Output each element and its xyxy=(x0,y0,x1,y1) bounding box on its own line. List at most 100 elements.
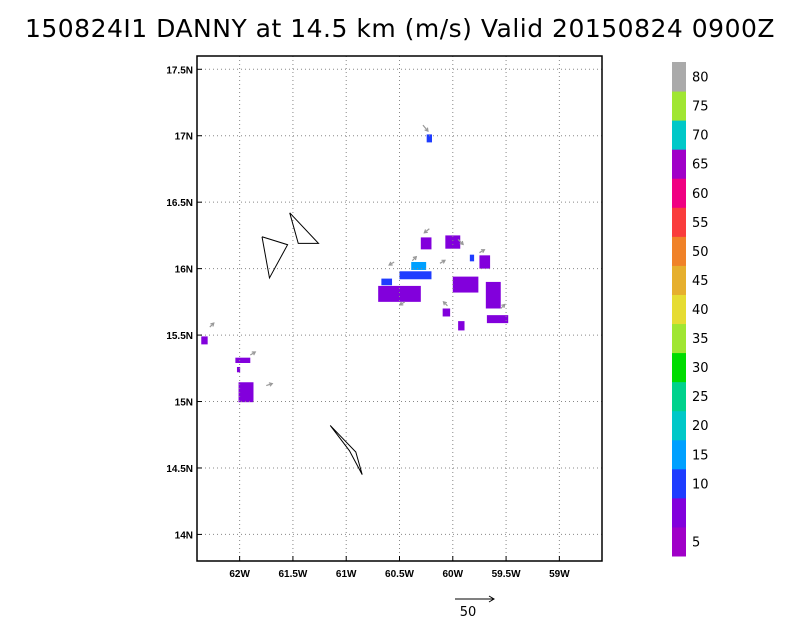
wind-vector xyxy=(442,301,448,307)
colorbar-label: 80 xyxy=(692,71,709,86)
reference-arrow-head xyxy=(488,595,495,603)
colorbar-swatch xyxy=(672,62,686,92)
coastlines xyxy=(261,212,363,475)
wind-vector-head xyxy=(398,301,404,306)
wind-vector-head xyxy=(412,255,418,261)
y-tick-label: 16N xyxy=(175,265,193,276)
wind-cell xyxy=(452,276,479,293)
colorbar-label: 20 xyxy=(692,419,709,434)
colorbar-label: 15 xyxy=(692,448,709,463)
x-axis-ticks: 62W 61.5W 61W 60.5W 60W 59.5W 59W xyxy=(229,556,570,580)
y-tick-label: 15.5N xyxy=(166,331,193,342)
lat-lon-grid xyxy=(197,56,602,561)
wind-vector xyxy=(249,351,257,356)
colorbar-swatch xyxy=(672,468,686,499)
colorbar-swatch xyxy=(672,120,686,150)
colorbar-swatch xyxy=(672,91,686,121)
wind-vector xyxy=(411,255,418,262)
x-tick-label: 62W xyxy=(229,569,250,580)
wind-vector-shaft xyxy=(422,124,429,132)
wind-cell xyxy=(236,366,241,373)
x-tick-label: 59W xyxy=(549,569,570,580)
wind-cell xyxy=(486,315,509,324)
wind-cell xyxy=(378,285,421,302)
colorbar-swatch xyxy=(672,207,686,237)
colorbar-swatch xyxy=(672,294,686,325)
wind-vector-head xyxy=(459,240,464,246)
x-tick-label: 59.5W xyxy=(492,569,521,580)
x-tick-label: 60W xyxy=(443,569,464,580)
wind-vector xyxy=(423,228,430,234)
y-tick-label: 14.5N xyxy=(166,464,193,475)
colorbar-label: 30 xyxy=(692,361,709,376)
wind-vector xyxy=(479,249,486,254)
wind-cell xyxy=(442,308,451,317)
wind-vector xyxy=(439,259,446,264)
colorbar-label: 40 xyxy=(692,303,709,318)
chart-title: 150824I1 DANNY at 14.5 km (m/s) Valid 20… xyxy=(24,14,776,43)
wind-vector xyxy=(398,301,406,306)
wind-vector xyxy=(500,303,506,309)
wind-cell xyxy=(399,271,432,280)
wind-cell xyxy=(479,255,491,269)
x-tick-label: 60.5W xyxy=(385,569,414,580)
colorbar-swatch xyxy=(672,149,686,179)
colorbar-swatch xyxy=(672,497,686,528)
wind-vector xyxy=(457,238,464,246)
wind-vector-head xyxy=(480,249,486,254)
wind-cell xyxy=(235,357,251,363)
wind-vectors xyxy=(209,124,506,387)
colorbar-swatch xyxy=(672,178,686,208)
wind-vector-head xyxy=(268,382,274,387)
colorbar-swatch xyxy=(672,381,686,412)
colorbar-swatch xyxy=(672,323,686,354)
wind-vector-head xyxy=(251,351,257,356)
y-axis-ticks: 14N 14.5N 15N 15.5N 16N 16.5N 17N 17.5N xyxy=(166,65,202,541)
wind-cell xyxy=(485,281,501,309)
colorbar-label: 50 xyxy=(692,245,709,260)
reference-vector: 50 xyxy=(455,595,495,618)
colorbar-swatch xyxy=(672,236,686,266)
y-tick-label: 16.5N xyxy=(166,198,193,209)
wind-vector-shaft xyxy=(457,238,464,245)
y-tick-label: 17N xyxy=(175,132,193,143)
coastline xyxy=(289,212,320,244)
wind-vector-head xyxy=(501,303,506,309)
reference-vector-label: 50 xyxy=(460,605,477,618)
wind-cell xyxy=(411,261,427,270)
wind-speed-cells xyxy=(201,134,509,403)
wind-vector-head xyxy=(210,322,215,327)
wind-vector xyxy=(422,124,429,132)
wind-vector-head xyxy=(423,229,428,234)
wind-cell xyxy=(381,278,393,286)
wind-cell xyxy=(420,237,432,250)
wind-cell xyxy=(238,382,254,403)
y-tick-label: 17.5N xyxy=(166,65,193,76)
colorbar-swatch xyxy=(672,410,686,441)
wind-cell xyxy=(469,254,475,262)
wind-vector-head xyxy=(441,259,446,264)
colorbar-label: 45 xyxy=(692,274,709,289)
colorbar-label: 65 xyxy=(692,158,709,173)
coastline xyxy=(261,236,289,280)
colorbar-swatch xyxy=(672,526,686,557)
x-tick-label: 61W xyxy=(336,569,357,580)
wind-cell xyxy=(458,321,465,331)
colorbar-swatch xyxy=(672,439,686,470)
wind-cell xyxy=(426,134,433,143)
colorbar-label: 10 xyxy=(692,477,709,492)
wind-vector xyxy=(388,261,395,266)
colorbar-label: 75 xyxy=(692,100,709,115)
colorbar-label: 35 xyxy=(692,332,709,347)
coastline xyxy=(329,425,363,475)
colorbar-label: 5 xyxy=(692,535,700,550)
wind-vector-head xyxy=(388,261,393,266)
colorbar-label: 25 xyxy=(692,390,709,405)
wind-cell xyxy=(201,336,208,345)
y-tick-label: 15N xyxy=(175,398,193,409)
x-tick-label: 61.5W xyxy=(278,569,307,580)
colorbar-swatch xyxy=(672,352,686,383)
colorbar-label: 60 xyxy=(692,187,709,202)
colorbar-label: 70 xyxy=(692,129,709,144)
